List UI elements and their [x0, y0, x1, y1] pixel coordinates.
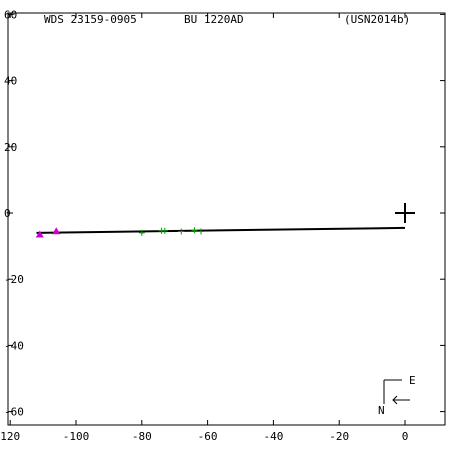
x-tick-label: 0: [402, 430, 409, 443]
y-tick-label: 0: [4, 207, 11, 220]
plus-point: [178, 228, 185, 235]
discoverer-label: BU 1220AD: [184, 13, 244, 26]
reference-label: (USN2014b): [344, 13, 410, 26]
x-tick-label: 120: [0, 430, 20, 443]
x-tick-label: -100: [63, 430, 90, 443]
y-tick-label: -40: [4, 339, 24, 352]
orbit-line: [36, 226, 406, 234]
plus-point: [198, 228, 205, 235]
x-tick-label: -20: [329, 430, 349, 443]
x-tick-label: -40: [263, 430, 283, 443]
y-tick-label: -20: [4, 273, 24, 286]
plus-point: [191, 227, 198, 234]
y-tick-label: 40: [4, 75, 17, 88]
x-tick-label: -80: [132, 430, 152, 443]
wds-id-label: WDS 23159-0905: [44, 13, 137, 26]
data-layer: [35, 203, 415, 238]
compass-east-label: E: [409, 374, 416, 387]
y-tick-label: 20: [4, 141, 17, 154]
compass-rose: E N: [378, 374, 416, 417]
plot-frame: [7, 12, 446, 426]
x-tick-label: -60: [198, 430, 218, 443]
triangle-point: [35, 230, 44, 238]
y-tick-label: -60: [4, 406, 24, 419]
plus-point: [138, 229, 145, 236]
plus-point: [161, 227, 168, 234]
triangle-point: [52, 227, 61, 235]
compass-north-label: N: [378, 404, 385, 417]
motion-arrow-icon: [392, 395, 410, 405]
